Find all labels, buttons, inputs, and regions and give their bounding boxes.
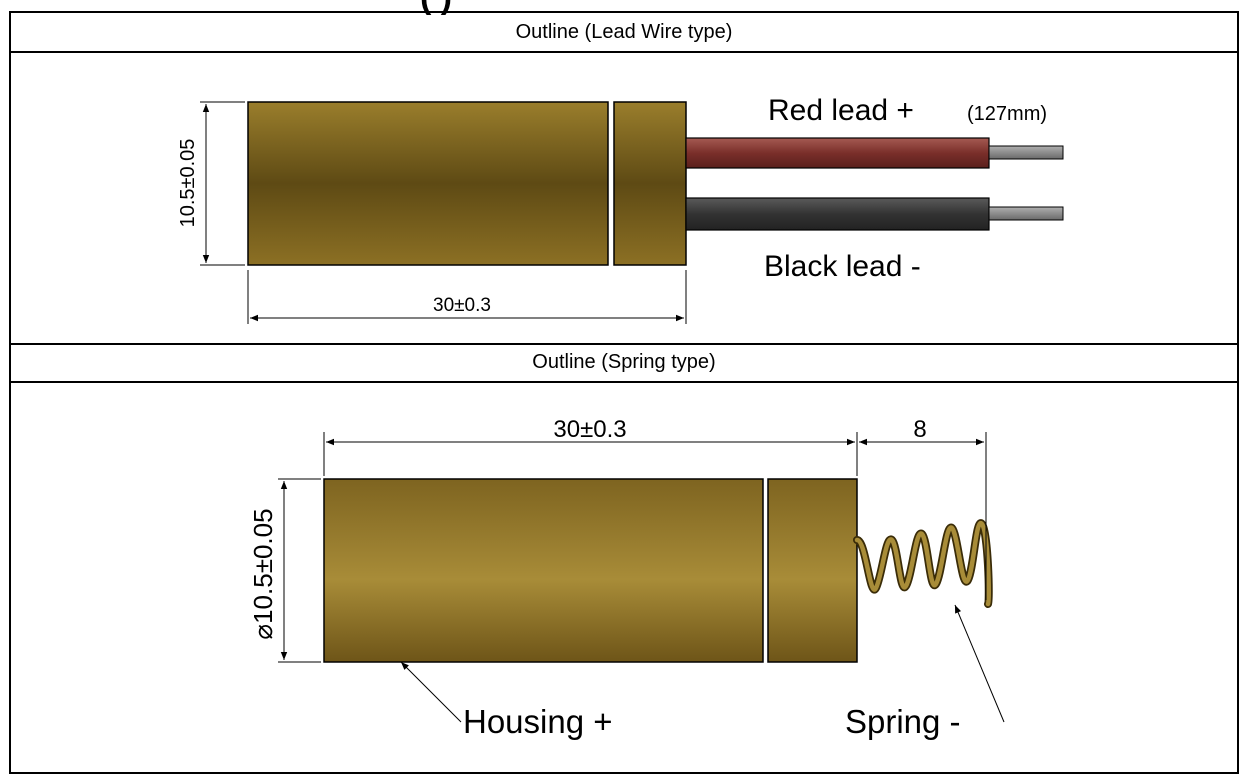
housing-label: Housing + xyxy=(463,703,613,740)
divider xyxy=(11,51,1237,53)
black-lead-tip xyxy=(988,206,1064,221)
spring-length-dimension-label: 8 xyxy=(913,416,926,443)
height-dimension-label: 10.5±0.05 xyxy=(177,139,199,228)
lead-wire-section-title: Outline (Lead Wire type) xyxy=(515,20,733,43)
diameter-dimension-label: ⌀10.5±0.05 xyxy=(248,508,278,639)
red-lead-tip xyxy=(988,145,1064,160)
body-length-dimension-label: 30±0.3 xyxy=(553,416,626,443)
spring-leader xyxy=(954,604,1005,723)
laser-module-body xyxy=(247,101,609,266)
housing-body xyxy=(323,478,764,663)
black-lead-wire xyxy=(685,197,990,231)
black-lead-label: Black lead - xyxy=(764,250,921,283)
housing-cap xyxy=(767,478,858,663)
outline-table: Outline (Lead Wire type) Outline (Spring… xyxy=(9,11,1239,774)
laser-module-cap xyxy=(613,101,687,266)
spring-section-title: Outline (Spring type) xyxy=(532,350,716,373)
length-dimension-label: 30±0.3 xyxy=(433,295,491,316)
divider xyxy=(11,381,1237,383)
lead-length-label: (127mm) xyxy=(967,103,1047,125)
lead-wire-drawing: 10.5±0.05 30±0.3 Red lead + (127mm) Blac… xyxy=(177,94,1064,324)
red-lead-wire xyxy=(685,137,990,169)
spring-coil xyxy=(853,519,993,608)
spring-label: Spring - xyxy=(845,703,961,740)
divider xyxy=(11,343,1237,345)
spring-drawing: 30±0.3 8 ⌀10.5±0.05 Housing + Spring - xyxy=(248,416,1005,740)
housing-leader xyxy=(400,661,462,723)
red-lead-label: Red lead + xyxy=(768,94,914,127)
